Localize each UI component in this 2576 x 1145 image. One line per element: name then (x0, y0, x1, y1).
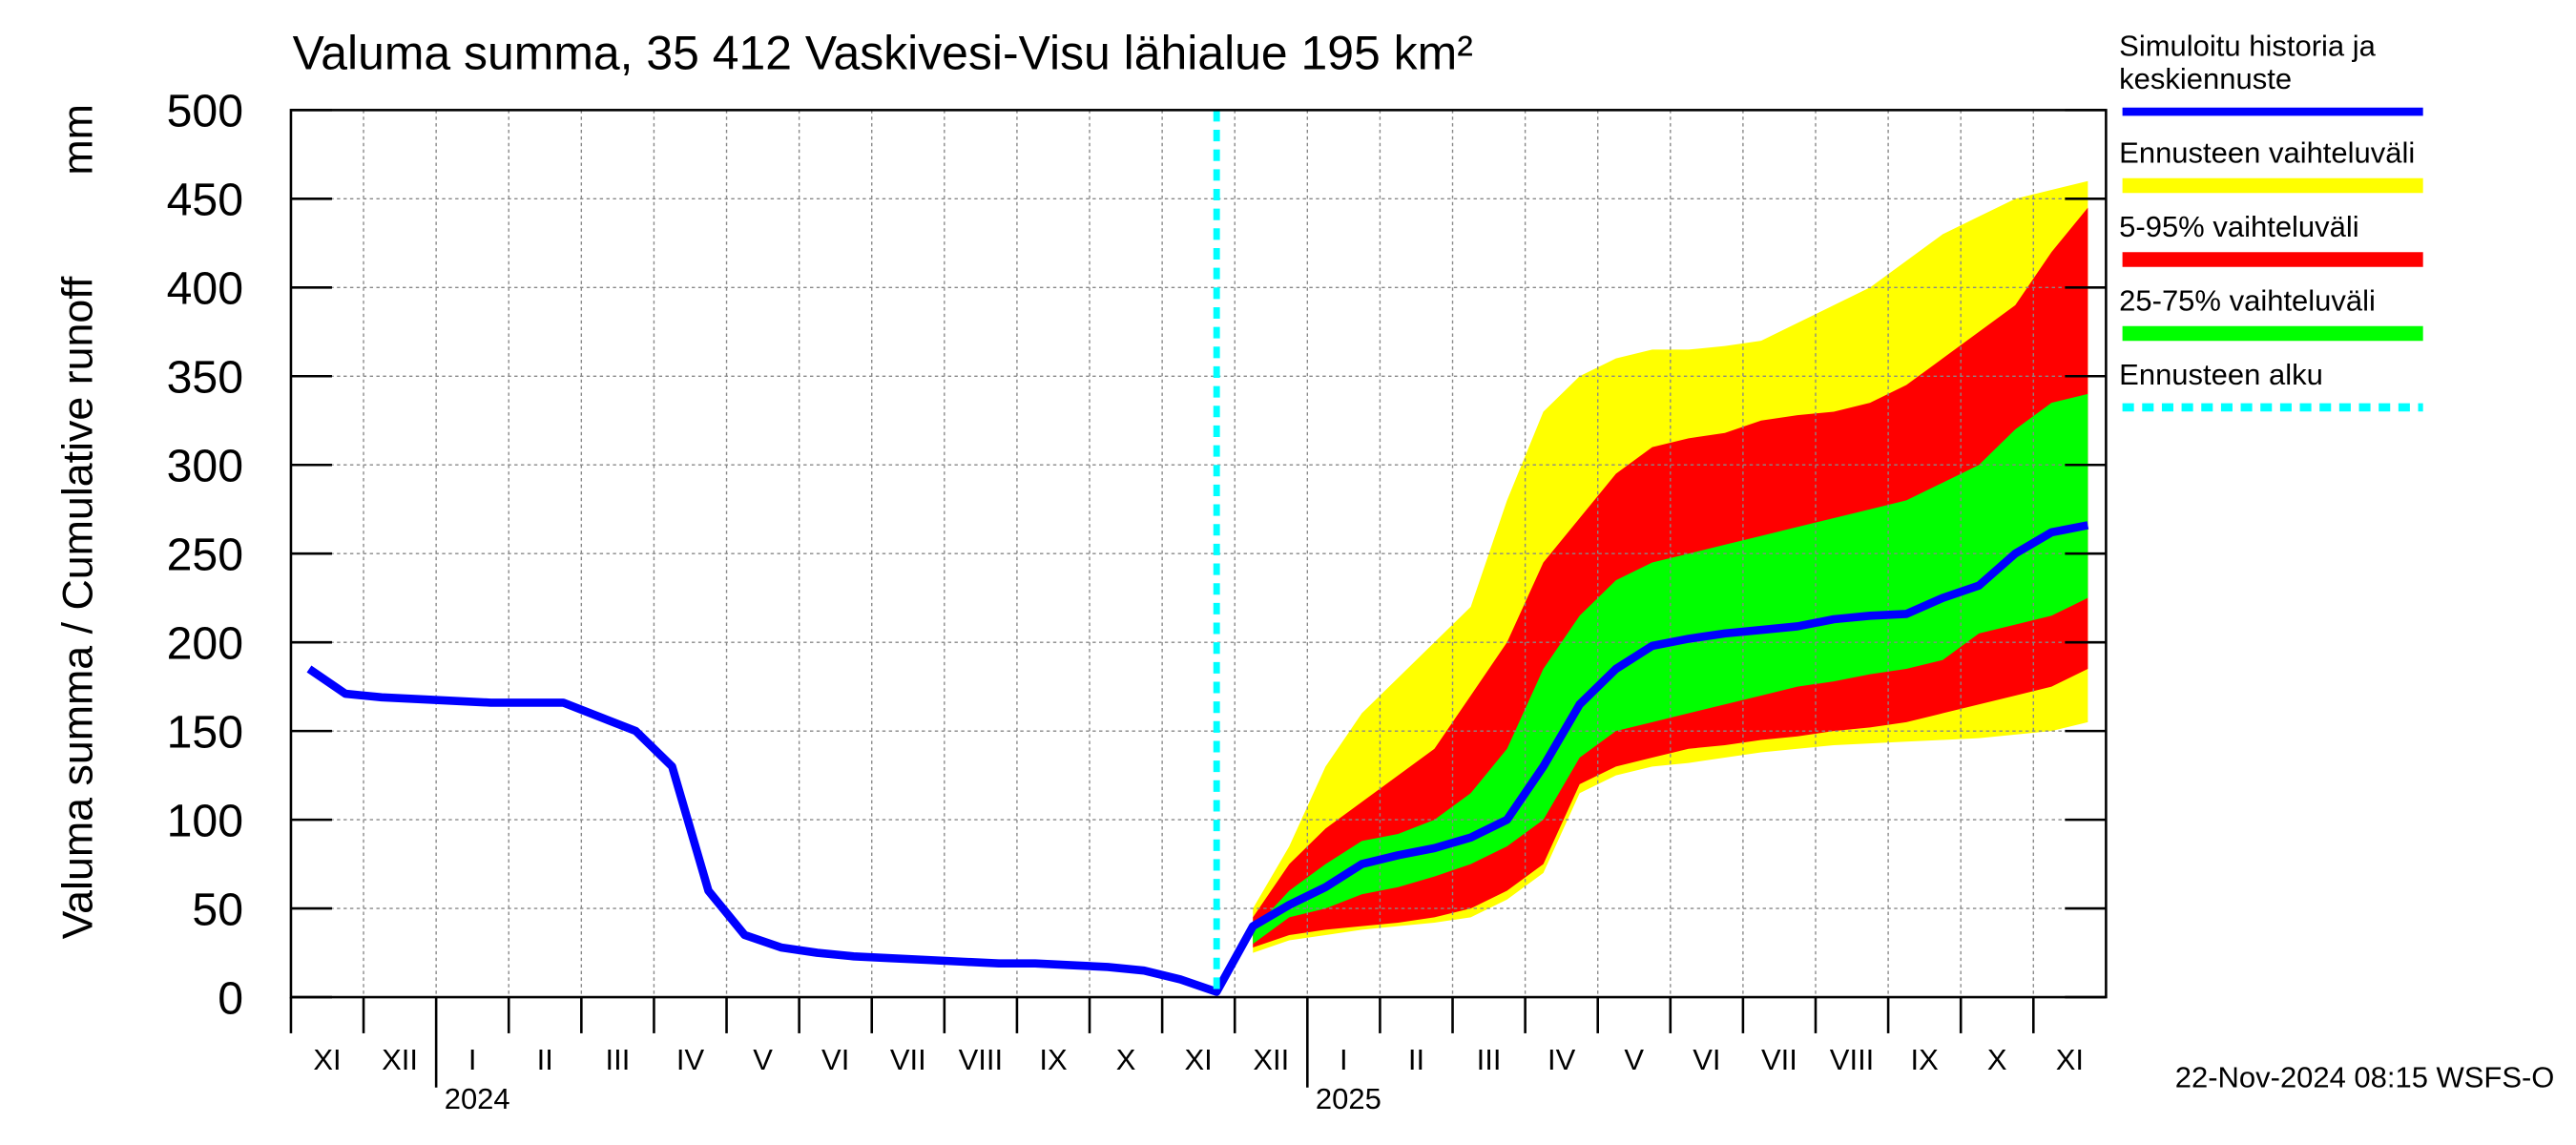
plot-frame (289, 109, 2108, 999)
y-tick-label: 200 (167, 617, 243, 669)
y-axis-label: Valuma summa / Cumulative runoff (54, 276, 102, 939)
x-tick-label: VI (1693, 1043, 1720, 1076)
y-tick-label: 250 (167, 529, 243, 580)
x-tick-label: X (1116, 1043, 1136, 1076)
legend-label: Ennusteen vaihteluväli (2119, 135, 2416, 170)
x-tick-label: II (537, 1043, 553, 1076)
footer: 22-Nov-2024 08:15 WSFS-O (2175, 1061, 2555, 1094)
x-tick-label: IV (676, 1043, 705, 1076)
legend-label: 25-75% vaihteluväli (2119, 283, 2376, 318)
legend-entry: Ennusteen alku (2119, 358, 2323, 391)
y-tick-label: 400 (167, 263, 243, 315)
x-tick-label: XII (1253, 1043, 1289, 1076)
x-tick-label: VII (1761, 1043, 1797, 1076)
legend: Simuloitu historia ja keskiennuste Ennust… (2119, 29, 2423, 412)
x-tick-label: V (1624, 1043, 1644, 1076)
x-tick-label: III (1477, 1043, 1502, 1076)
x-tick-label: VIII (1830, 1043, 1874, 1076)
legend-label: 5-95% vaihteluväli (2119, 210, 2359, 243)
legend-entry: 5-95% vaihteluväli (2119, 210, 2359, 243)
y-tick-label: 50 (192, 884, 243, 935)
x-tick-label: XII (382, 1043, 418, 1076)
x-tick-label: VI (821, 1043, 849, 1076)
x-tick-label: X (1987, 1043, 2007, 1076)
year-label: 2025 (1316, 1082, 1381, 1115)
year-label: 2024 (445, 1082, 510, 1115)
legend-label: Simuloitu historia ja keskiennuste (2119, 29, 2376, 95)
legend-entry: Simuloitu historia ja keskiennuste (2119, 29, 2376, 95)
x-tick-label: III (605, 1043, 630, 1076)
x-tick-label: VIII (959, 1043, 1003, 1076)
x-tick-label: IX (1039, 1043, 1067, 1076)
y-tick-label: 350 (167, 351, 243, 403)
x-tick-label: V (753, 1043, 773, 1076)
y-tick-label: 100 (167, 795, 243, 846)
x-tick-label: VII (890, 1043, 926, 1076)
x-tick-label: II (1408, 1043, 1424, 1076)
x-tick-label: I (1340, 1043, 1348, 1076)
simulated-line (306, 521, 2089, 996)
y-tick-label: 300 (167, 440, 243, 491)
x-tick-label: XI (313, 1043, 341, 1076)
y-axis-unit: mm (54, 104, 102, 176)
x-tick-label: I (468, 1043, 477, 1076)
lines (306, 110, 2089, 998)
x-tick-label: XI (1185, 1043, 1213, 1076)
x-tick-label: IV (1548, 1043, 1576, 1076)
y-tick-label: 150 (167, 706, 243, 758)
legend-entry: 25-75% vaihteluväli (2119, 283, 2376, 318)
legend-entry: Ennusteen vaihteluväli (2119, 135, 2416, 170)
y-tick-label: 500 (167, 86, 243, 137)
legend-label: Ennusteen alku (2119, 358, 2323, 391)
x-tick-label: IX (1911, 1043, 1939, 1076)
y-tick-label: 0 (218, 972, 243, 1024)
chart-title: Valuma summa, 35 412 Vaskivesi-Visu lähi… (293, 26, 1473, 79)
y-tick-label: 450 (167, 175, 243, 226)
x-tick-label: XI (2056, 1043, 2084, 1076)
